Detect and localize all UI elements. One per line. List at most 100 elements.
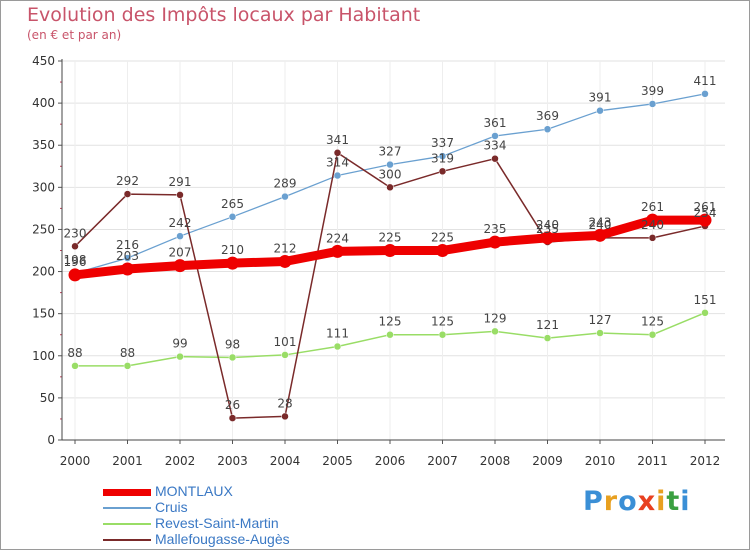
x-tick-label: 2005 [322,454,353,468]
y-tick-label: 100 [32,349,55,363]
data-point-cruis [281,192,289,201]
x-tick-label: 2009 [532,454,563,468]
x-tick-label: 2002 [165,454,196,468]
x-tick-label: 2011 [637,454,668,468]
data-label-revest: 101 [274,335,297,349]
data-label-mallefougasse: 292 [116,174,139,188]
data-label-cruis: 361 [484,116,507,130]
data-point-montlaux [646,213,659,227]
logo-letter: t [666,486,681,517]
data-label-revest: 125 [431,315,454,329]
data-label-cruis: 369 [536,109,559,123]
data-label-revest: 99 [172,337,187,351]
x-tick-label: 2012 [690,454,721,468]
data-label-mallefougasse: 230 [64,226,87,240]
y-tick-label: 250 [32,222,55,236]
x-tick-label: 2008 [480,454,511,468]
data-point-cruis [386,160,394,169]
data-label-montlaux: 212 [274,241,297,255]
data-label-mallefougasse: 254 [694,206,717,220]
data-label-mallefougasse: 240 [589,218,612,232]
data-point-montlaux [226,256,239,270]
legend-item-montlaux: MONTLAUX [103,483,403,500]
data-point-cruis [333,171,342,180]
x-tick-label: 2006 [375,454,406,468]
data-point-revest [71,362,79,370]
data-label-cruis: 337 [431,136,454,150]
data-point-mallefougasse [648,234,657,242]
x-tick-label: 2010 [585,454,616,468]
legend-swatch-montlaux [103,489,151,496]
data-label-montlaux: 207 [169,246,192,260]
x-tick-label: 2000 [60,454,91,468]
data-label-montlaux: 225 [431,231,454,245]
data-point-mallefougasse [333,149,342,157]
data-point-revest [386,330,394,339]
data-point-mallefougasse [228,414,237,422]
y-tick-label: 450 [32,54,55,68]
logo-letter: i [656,486,667,517]
data-point-revest [438,330,447,339]
data-label-revest: 88 [120,346,135,360]
legend-item-cruis: Cruis [103,499,403,516]
data-label-cruis: 411 [694,74,717,88]
data-point-montlaux [331,244,344,258]
data-label-montlaux: 240 [536,218,559,232]
data-point-revest [123,362,132,370]
data-label-montlaux: 225 [379,231,402,245]
data-label-mallefougasse: 291 [169,175,192,189]
data-label-revest: 127 [589,313,612,327]
chart-title: Evolution des Impôts locaux par Habitant [27,4,421,26]
line-chart: 0 50 100 150 200 250 300 350 400 450 2000 2001 2002 2… [32,54,725,468]
chart-legend: MONTLAUX Cruis Revest-Saint-Martin Malle… [103,483,403,548]
data-label-mallefougasse: 319 [431,151,454,165]
y-tick-label: 200 [32,265,55,279]
data-point-montlaux [68,268,82,282]
y-tick-label: 300 [32,180,55,194]
data-label-cruis: 399 [641,84,664,98]
data-point-revest [333,342,342,351]
data-label-cruis: 242 [169,216,192,230]
legend-label-cruis: Cruis [155,499,188,515]
data-point-montlaux [278,254,292,268]
legend-swatch-cruis [103,507,151,509]
data-point-cruis [701,90,709,98]
data-label-revest: 125 [379,315,402,329]
data-label-montlaux: 235 [484,222,507,236]
data-point-cruis [648,100,657,108]
data-point-revest [596,329,604,337]
y-tick-label: 50 [40,391,55,405]
data-label-cruis: 314 [326,156,349,170]
proxiti-logo: Proxiti [583,486,691,517]
data-point-mallefougasse [386,183,394,192]
data-label-revest: 88 [67,346,82,360]
data-point-revest [491,327,499,336]
data-label-revest: 111 [326,327,349,341]
y-tick-label: 150 [32,307,55,321]
data-point-revest [176,352,184,361]
data-label-revest: 98 [225,337,240,351]
y-tick-label: 350 [32,138,55,152]
data-label-montlaux: 261 [641,200,664,214]
data-label-montlaux: 196 [64,255,87,269]
logo-letter: o [618,486,638,517]
data-label-revest: 151 [694,293,717,307]
logo-letter: r [603,486,619,517]
y-tick-label: 400 [32,96,55,110]
data-point-cruis [596,106,604,115]
data-label-revest: 129 [484,311,507,325]
data-label-cruis: 391 [589,91,612,105]
data-point-cruis [228,213,237,221]
data-point-mallefougasse [176,191,184,199]
data-point-revest [701,309,709,317]
logo-letter: x [637,486,657,517]
data-point-montlaux [121,262,134,276]
data-point-cruis [438,152,447,160]
data-label-cruis: 216 [116,238,139,252]
data-point-cruis [123,254,132,262]
chart-subtitle: (en € et par an) [27,28,122,42]
data-point-montlaux [593,228,607,242]
legend-swatch-revest [103,523,151,525]
data-point-revest [543,334,552,342]
data-point-cruis [543,125,552,133]
